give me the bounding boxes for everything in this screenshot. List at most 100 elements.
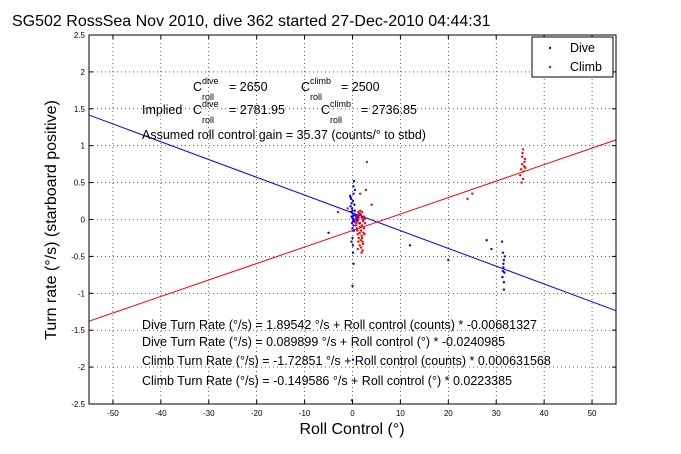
data-points (327, 148, 527, 402)
point-climb (346, 207, 349, 210)
legend-marker-climb (548, 65, 552, 69)
point-climb (466, 197, 469, 201)
point-climb (358, 225, 362, 229)
point-dive (353, 220, 356, 223)
implied-prefix: Implied (142, 103, 182, 117)
x-tick-label: 20 (444, 409, 453, 418)
point-climb (356, 214, 359, 218)
point-climb (358, 244, 361, 247)
point-dive (503, 271, 506, 274)
legend-marker-dive (548, 46, 552, 50)
point-dive (349, 210, 353, 214)
point-climb (358, 231, 361, 234)
grid-lines (89, 34, 616, 405)
point-dive (490, 247, 493, 251)
point-climb (523, 157, 527, 161)
y-tick-label: 1.5 (74, 105, 86, 114)
implied-annotation: Implied C dive roll = 2781.95 C climb ro… (142, 99, 417, 125)
point-dive (351, 227, 354, 230)
point-climb (358, 192, 362, 195)
point-climb (520, 162, 524, 166)
point-climb (524, 166, 527, 170)
point-dive (351, 358, 355, 361)
point-dive (350, 221, 354, 225)
point-climb (360, 251, 363, 254)
point-climb (518, 174, 522, 177)
point-dive (351, 251, 355, 254)
y-tick-label: -2 (78, 363, 86, 372)
point-dive (351, 199, 355, 203)
point-climb (360, 210, 364, 214)
point-dive (352, 229, 356, 232)
point-dive (352, 262, 355, 265)
point-dive (355, 216, 359, 220)
chart-title: SG502 RossSea Nov 2010, dive 362 started… (12, 13, 491, 30)
point-climb (358, 209, 362, 212)
point-dive (352, 214, 355, 218)
climb-rate-degrees-text: Climb Turn Rate (°/s) = -0.149586 °/s + … (142, 374, 512, 388)
point-climb (355, 221, 358, 225)
implied-dive-symbol: C (193, 103, 202, 117)
point-climb (364, 216, 367, 220)
point-climb (356, 247, 359, 251)
y-tick-label: -0.5 (71, 252, 85, 261)
point-climb (520, 181, 523, 184)
implied-climb-value: = 2736.85 (361, 103, 417, 117)
point-climb (361, 249, 364, 252)
dive-rate-counts-text: Dive Turn Rate (°/s) = 1.89542 °/s + Rol… (142, 318, 537, 332)
point-climb (357, 240, 360, 243)
point-dive (502, 288, 506, 291)
dive-rate-degrees-text: Dive Turn Rate (°/s) = 0.089899 °/s + Ro… (142, 335, 505, 349)
point-dive (353, 209, 357, 212)
climb-rate-counts-text: Climb Turn Rate (°/s) = -1.72851 °/s + R… (142, 354, 551, 368)
roll-gain-annotation: Assumed roll control gain = 35.37 (count… (142, 128, 426, 142)
point-dive (447, 258, 450, 262)
point-climb (336, 210, 340, 214)
y-tick-label: 2 (81, 68, 86, 77)
point-climb (356, 233, 359, 236)
point-dive (353, 188, 357, 192)
point-climb (365, 160, 369, 164)
point-dive (351, 209, 354, 212)
point-climb (360, 234, 363, 237)
c-climb-superscript: climb (310, 76, 331, 86)
implied-dive-value: = 2781.95 (229, 103, 285, 117)
point-dive (349, 196, 352, 199)
point-dive (350, 202, 353, 205)
point-climb (522, 170, 525, 173)
point-dive (351, 212, 355, 215)
point-climb (521, 177, 525, 181)
point-climb (360, 236, 364, 240)
point-dive (353, 203, 356, 206)
point-dive (502, 266, 505, 269)
point-climb (522, 165, 526, 168)
point-dive (501, 251, 505, 254)
point-dive (501, 269, 505, 273)
y-tick-label: 1 (81, 142, 86, 151)
point-dive (502, 281, 506, 284)
point-dive (350, 240, 353, 243)
point-climb (359, 246, 363, 249)
point-climb (362, 227, 366, 230)
x-tick-label: -20 (251, 409, 263, 418)
implied-climb-superscript: climb (330, 99, 351, 109)
point-climb (356, 229, 359, 232)
y-tick-label: -1 (78, 289, 86, 298)
implied-climb-subscript: roll (330, 115, 342, 125)
y-tick-label: 0.5 (74, 179, 86, 188)
legend-box (531, 36, 614, 78)
c-dive-superscript: dive (202, 76, 219, 86)
point-dive (351, 284, 354, 288)
point-dive (485, 238, 488, 242)
point-dive (502, 258, 506, 262)
point-climb (361, 240, 364, 243)
y-tick-label: -1.5 (71, 326, 85, 335)
x-tick-label: 30 (492, 409, 501, 418)
point-climb (354, 218, 357, 221)
x-axis-label: Roll Control (°) (299, 421, 404, 438)
implied-dive-subscript: roll (202, 115, 214, 125)
point-climb (363, 221, 367, 225)
legend-label-climb: Climb (570, 60, 602, 74)
point-dive (351, 244, 355, 247)
point-climb (361, 242, 365, 246)
